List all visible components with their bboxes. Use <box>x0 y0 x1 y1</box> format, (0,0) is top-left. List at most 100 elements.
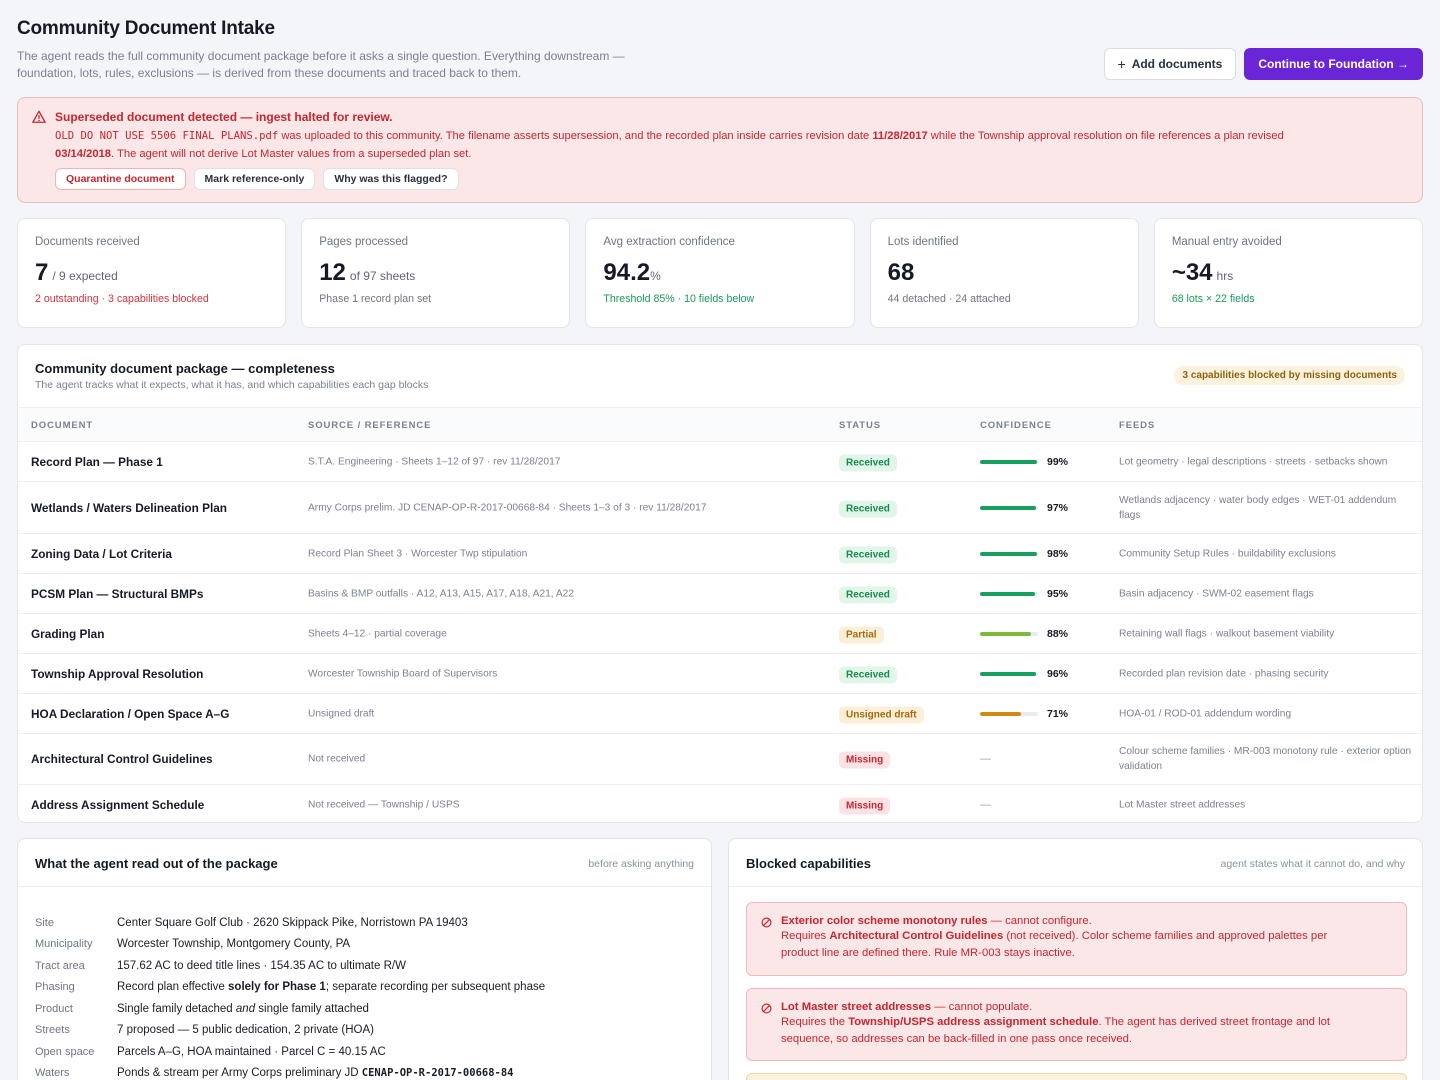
confidence-bar <box>980 671 1038 676</box>
document-feeds: Basin adjacency · SWM-02 easement flags <box>1119 588 1314 599</box>
status-cell: Partial <box>839 624 884 643</box>
status-cell: Missing <box>839 750 891 769</box>
col-source: SOURCE / REFERENCE <box>308 420 432 431</box>
blocked-icon <box>761 1003 772 1014</box>
confidence-cell: 71% <box>980 708 1068 720</box>
blocked-icon <box>761 917 772 928</box>
fact-waters: Waters Ponds & stream per Army Corps prel… <box>35 1063 545 1080</box>
document-name: Address Assignment Schedule <box>31 798 205 812</box>
document-source: Worcester Township Board of Supervisors <box>308 668 498 679</box>
stat-note: 68 lots × 22 fields <box>1171 293 1255 305</box>
alert-date-1: 11/28/2017 <box>872 130 928 142</box>
table-row[interactable]: Township Approval Resolution Worcester To… <box>18 654 1422 694</box>
stat-value: 7 <box>35 259 49 286</box>
alert-actions: Quarantine document Mark reference-only … <box>55 168 459 190</box>
stat-unit: / 9 expected <box>52 269 118 283</box>
fact-key: Streets <box>35 1024 70 1037</box>
fact-key: Tract area <box>35 959 85 972</box>
confidence-value: 95% <box>1047 587 1069 600</box>
stat-pages-processed: Pages processed 12 of 97 sheets Phase 1 r… <box>301 218 571 328</box>
fact-site: Site Center Square Golf Club · 2620 Skipp… <box>35 912 545 934</box>
table-row[interactable]: Wetlands / Waters Delineation Plan Army C… <box>18 482 1422 534</box>
confidence-value: 97% <box>1047 501 1069 514</box>
stat-unit: of 97 sheets <box>349 269 416 283</box>
document-name: Record Plan — Phase 1 <box>31 454 163 469</box>
document-name: Wetlands / Waters Delineation Plan <box>31 500 228 515</box>
document-feeds: Lot Master street addresses <box>1119 799 1246 811</box>
stat-value: 94.2 <box>603 259 651 286</box>
capability-verdict: — cannot populate. <box>931 1001 1033 1013</box>
read-note: before asking anything <box>588 858 694 870</box>
blocked-item-street-addresses: Lot Master street addresses — cannot pop… <box>746 988 1407 1061</box>
table-row[interactable]: PCSM Plan — Structural BMPs Basins & BMP … <box>18 574 1422 614</box>
status-cell: Received <box>839 664 897 683</box>
fact-key: Waters <box>35 1067 70 1080</box>
mark-reference-only-button[interactable]: Mark reference-only <box>193 168 316 190</box>
stat-label: Pages processed <box>319 236 409 248</box>
fact-phasing: Phasing Record plan effective solely for … <box>35 977 545 999</box>
document-source: Sheets 4–12 · partial coverage <box>308 628 447 639</box>
stat-value: 68 <box>887 259 915 286</box>
table-row[interactable]: Grading Plan Sheets 4–12 · partial covera… <box>18 614 1422 654</box>
status-badge: Missing <box>839 751 891 769</box>
warning-icon <box>32 110 46 123</box>
confidence-value: 99% <box>1047 455 1069 468</box>
fact-streets: Streets 7 proposed — 5 public dedication,… <box>35 1020 545 1042</box>
reason-text: (not received). Color scheme families an… <box>1003 930 1328 942</box>
document-feeds: Colour scheme families · MR-003 monotony… <box>1119 746 1412 772</box>
confidence-value: 71% <box>1047 707 1069 720</box>
table-row[interactable]: Zoning Data / Lot Criteria Record Plan Sh… <box>18 534 1422 574</box>
confidence-cell: 95% <box>980 588 1068 600</box>
header-actions: + Add documents Continue to Foundation → <box>1103 48 1423 80</box>
why-flagged-button[interactable]: Why was this flagged? <box>323 168 459 190</box>
confidence-cell: 97% <box>980 502 1068 514</box>
status-badge: Missing <box>839 797 891 815</box>
agent-read-card: What the agent read out of the package b… <box>17 838 712 1080</box>
table-row[interactable]: Record Plan — Phase 1 S.T.A. Engineering … <box>18 442 1422 482</box>
fact-value: Record plan effective solely for Phase 1… <box>117 981 545 993</box>
status-badge: Received <box>839 546 897 563</box>
required-document: Architectural Control Guidelines <box>829 930 1004 942</box>
quarantine-document-button[interactable]: Quarantine document <box>55 168 186 190</box>
status-cell: Received <box>839 498 897 517</box>
add-documents-label: Add documents <box>1131 57 1223 71</box>
confidence-cell: 88% <box>980 628 1068 640</box>
document-package-card: Community document package — completenes… <box>17 344 1423 823</box>
confidence-bar-fill <box>980 671 1036 676</box>
fact-key: Phasing <box>35 981 75 994</box>
confidence-empty: — <box>980 799 991 811</box>
table-row[interactable]: HOA Declaration / Open Space A–G Unsigned… <box>18 694 1422 734</box>
document-feeds: HOA-01 / ROD-01 addendum wording <box>1119 708 1292 719</box>
capability-verdict: — cannot configure. <box>987 915 1092 927</box>
read-title: What the agent read out of the package <box>35 856 278 871</box>
stat-value: ~34 <box>1171 259 1213 286</box>
status-cell: Received <box>839 584 897 603</box>
confidence-bar-fill <box>980 631 1032 636</box>
alert-body: OLD DO NOT USE 5506 FINAL PLANS.pdf was … <box>55 127 1410 163</box>
fact-text: single family attached <box>255 1002 369 1015</box>
fact-value: Center Square Golf Club · 2620 Skippack … <box>117 916 468 929</box>
fact-text: Ponds & stream per Army Corps preliminar… <box>117 1067 362 1080</box>
document-name: Township Approval Resolution <box>31 666 204 681</box>
confidence-value: 98% <box>1047 547 1069 560</box>
subtitle-line-2: foundation, lots, rules, exclusions — is… <box>17 66 522 80</box>
table-row[interactable]: Architectural Control Guidelines Not rece… <box>18 734 1422 785</box>
required-document: Township/USPS address assignment schedul… <box>848 1016 1099 1028</box>
status-cell: Received <box>839 452 897 471</box>
confidence-cell: — <box>980 753 991 765</box>
status-badge: Received <box>839 586 897 603</box>
confidence-bar <box>980 459 1038 464</box>
stat-manual-entry-avoided: Manual entry avoided ~34 hrs 68 lots × 22… <box>1153 218 1424 328</box>
stat-value: 12 <box>319 259 346 286</box>
confidence-bar <box>980 711 1038 716</box>
fact-value: Ponds & stream per Army Corps preliminar… <box>117 1067 514 1079</box>
blocked-note: agent states what it cannot do, and why <box>1220 858 1405 870</box>
status-badge: Partial <box>839 626 884 643</box>
confidence-bar <box>980 505 1038 510</box>
blocked-count-badge: 3 capabilities blocked by missing docume… <box>1174 366 1405 385</box>
table-row[interactable]: Address Assignment Schedule Not received … <box>18 785 1422 822</box>
col-status: STATUS <box>839 420 881 431</box>
continue-to-foundation-button[interactable]: Continue to Foundation → <box>1244 48 1423 80</box>
fact-key: Product <box>35 1002 73 1015</box>
add-documents-button[interactable]: + Add documents <box>1103 48 1237 80</box>
